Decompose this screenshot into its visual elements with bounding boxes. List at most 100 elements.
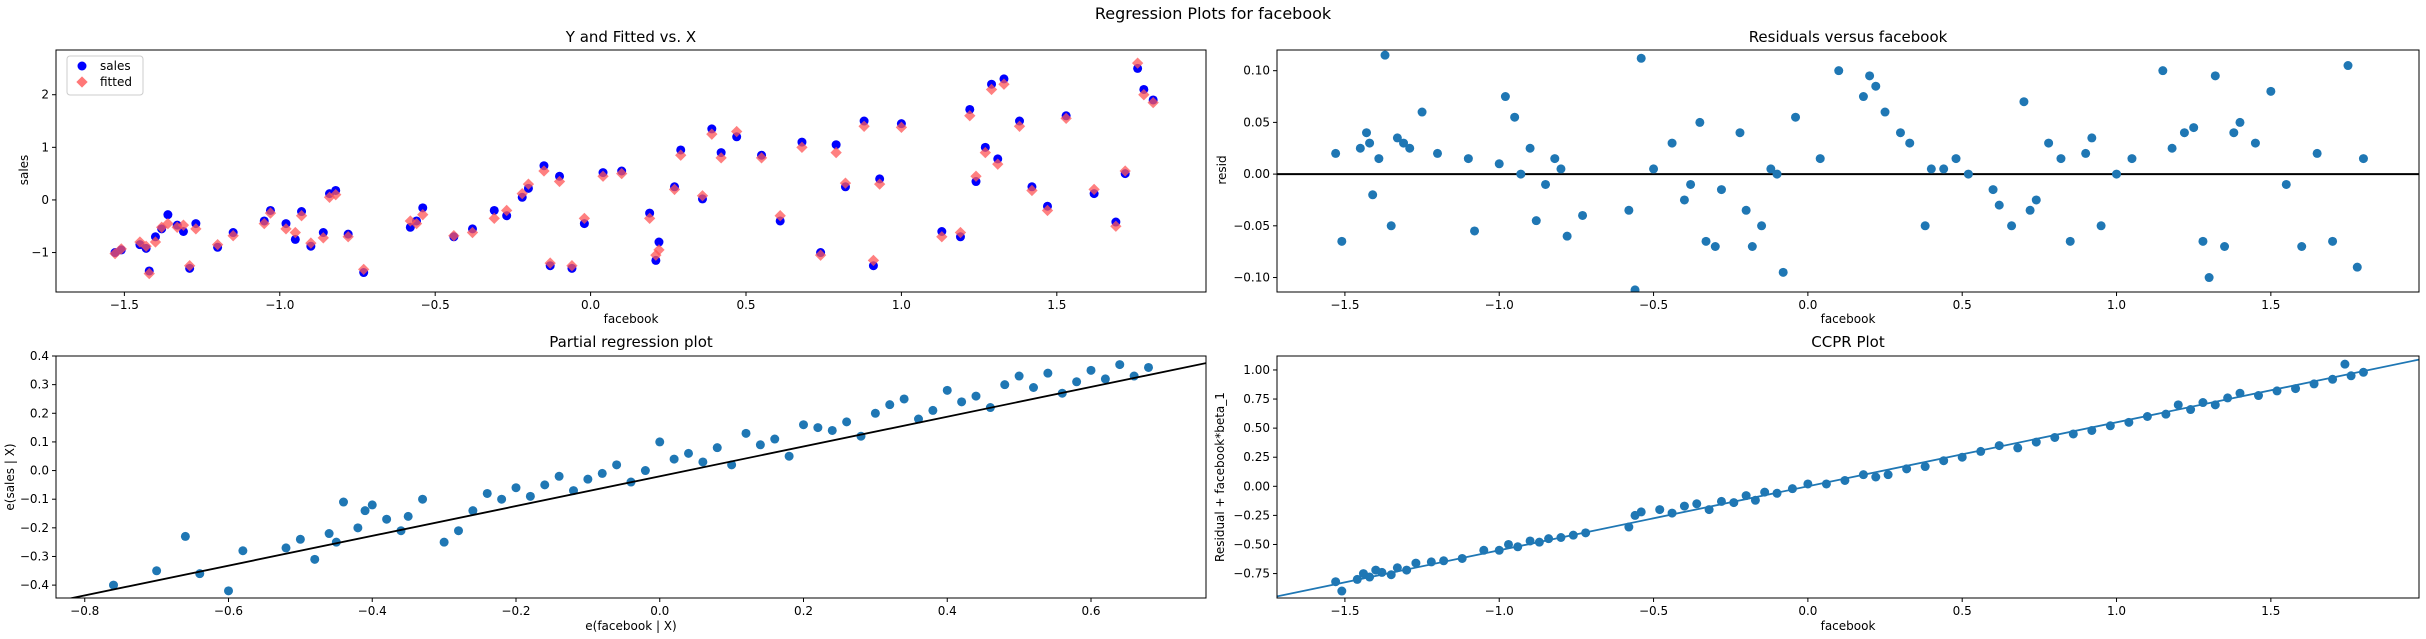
x-tick-label: −1.5 xyxy=(1330,298,1359,312)
fitted-point xyxy=(839,177,852,189)
fitted-point xyxy=(501,204,513,217)
ccpr-point xyxy=(1692,499,1702,509)
fitted-point xyxy=(830,146,842,159)
partial-point xyxy=(813,423,823,433)
y-tick-label: −0.75 xyxy=(1233,567,1270,581)
fitted-point xyxy=(295,210,308,222)
legend-marker-sales xyxy=(77,61,87,71)
partial-point xyxy=(712,443,722,453)
partial-point xyxy=(339,497,348,507)
resid-point xyxy=(2204,273,2214,283)
panel-residuals-vs-facebook: Residuals versus facebook facebook resid… xyxy=(1215,28,2420,326)
x-axis-label: facebook xyxy=(1821,619,1876,633)
fitted-point xyxy=(162,217,174,230)
partial-point xyxy=(525,491,535,501)
resid-point xyxy=(1741,205,1751,215)
resid-point xyxy=(1516,169,1526,179)
fitted-point xyxy=(643,212,656,225)
resid-point xyxy=(1374,154,1384,164)
partial-point xyxy=(1000,380,1010,390)
fitted-point xyxy=(992,158,1004,170)
fitted-point xyxy=(553,175,566,188)
partial-point xyxy=(418,494,428,504)
partial-point xyxy=(770,434,780,444)
resid-point xyxy=(1695,117,1705,127)
x-tick-label: 0.4 xyxy=(938,604,957,618)
partial-point xyxy=(540,480,550,490)
axes-frame xyxy=(55,355,1207,599)
resid-point xyxy=(1494,159,1504,169)
partial-point xyxy=(403,511,413,521)
fitted-point xyxy=(979,146,991,159)
ccpr-point xyxy=(1636,507,1646,517)
sales-point xyxy=(489,205,499,215)
x-tick-label: −1.5 xyxy=(1330,604,1359,618)
fitted-point xyxy=(1041,204,1054,217)
fitted-point xyxy=(954,226,967,239)
resid-point xyxy=(1858,92,1868,102)
partial-point xyxy=(238,546,248,556)
resid-point xyxy=(2007,221,2017,231)
partial-point xyxy=(497,494,507,504)
resid-point xyxy=(1815,154,1825,164)
y-tick-label: −0.2 xyxy=(20,521,49,535)
fitted-point xyxy=(696,190,709,202)
y-tick-label: 0.0 xyxy=(30,464,49,478)
legend-label-fitted: fitted xyxy=(100,75,132,89)
resid-point xyxy=(1988,185,1998,195)
fitted-point xyxy=(668,183,681,196)
fitted-point xyxy=(814,249,827,261)
fitted-point xyxy=(330,189,342,201)
partial-point xyxy=(1072,377,1082,387)
fitted-point xyxy=(731,125,743,138)
sales-point xyxy=(654,237,664,247)
fitted-point xyxy=(1026,184,1038,197)
partial-point xyxy=(511,483,521,493)
resid-point xyxy=(1747,241,1757,251)
x-tick-label: 0.0 xyxy=(581,298,600,312)
partial-point xyxy=(482,488,492,498)
fitted-point xyxy=(448,230,460,242)
fitted-point xyxy=(516,187,528,200)
x-tick-label: 0.6 xyxy=(1081,604,1100,618)
plot-area: −0.8 −0.6 −0.4 −0.2 0.0 0.2 0.4 0.6 −0.4 −0.3 −0.2… xyxy=(20,349,1207,618)
fitted-point xyxy=(578,212,591,225)
resid-point xyxy=(2179,128,2189,138)
y-tick-label: 0.4 xyxy=(30,349,49,363)
x-tick-label: −1.5 xyxy=(110,298,139,312)
resid-point xyxy=(2352,262,2362,272)
resid-point xyxy=(2158,66,2168,76)
fitted-point xyxy=(317,232,329,244)
resid-point xyxy=(1550,154,1560,164)
fitted-point xyxy=(653,244,665,256)
ccpr-point xyxy=(1920,462,1930,472)
sales-point xyxy=(178,227,188,236)
x-tick-label: 0.2 xyxy=(794,604,813,618)
partial-point xyxy=(324,529,334,539)
y-tick-label: 0.50 xyxy=(1243,421,1270,435)
fitted-point xyxy=(140,240,152,252)
partial-point xyxy=(942,385,952,395)
partial-point xyxy=(360,506,370,516)
resid-point xyxy=(1636,53,1646,63)
plot-area: −1.5 −1.0 −0.5 0.0 0.5 1.0 1.5 −1 0 1 2 xyxy=(31,49,1207,312)
y-tick-label: 0.25 xyxy=(1243,450,1270,464)
ccpr-point xyxy=(2173,400,2183,410)
fitted-point xyxy=(417,209,429,221)
fitted-point xyxy=(522,178,535,190)
axes-frame xyxy=(55,49,1207,293)
resid-point xyxy=(1778,267,1788,277)
ccpr-point xyxy=(1655,505,1665,515)
fitted-point xyxy=(410,217,423,230)
resid-point xyxy=(2210,71,2220,81)
fitted-point xyxy=(358,263,370,276)
resid-point xyxy=(1701,236,1711,246)
fitted-point xyxy=(1060,112,1072,125)
x-tick-label: 0.5 xyxy=(1953,604,1972,618)
resid-point xyxy=(1905,138,1915,148)
resid-point xyxy=(1679,195,1689,205)
partial-point xyxy=(755,440,765,450)
partial-point xyxy=(583,474,593,484)
fitted-point xyxy=(867,254,880,267)
fitted-point xyxy=(774,210,786,222)
